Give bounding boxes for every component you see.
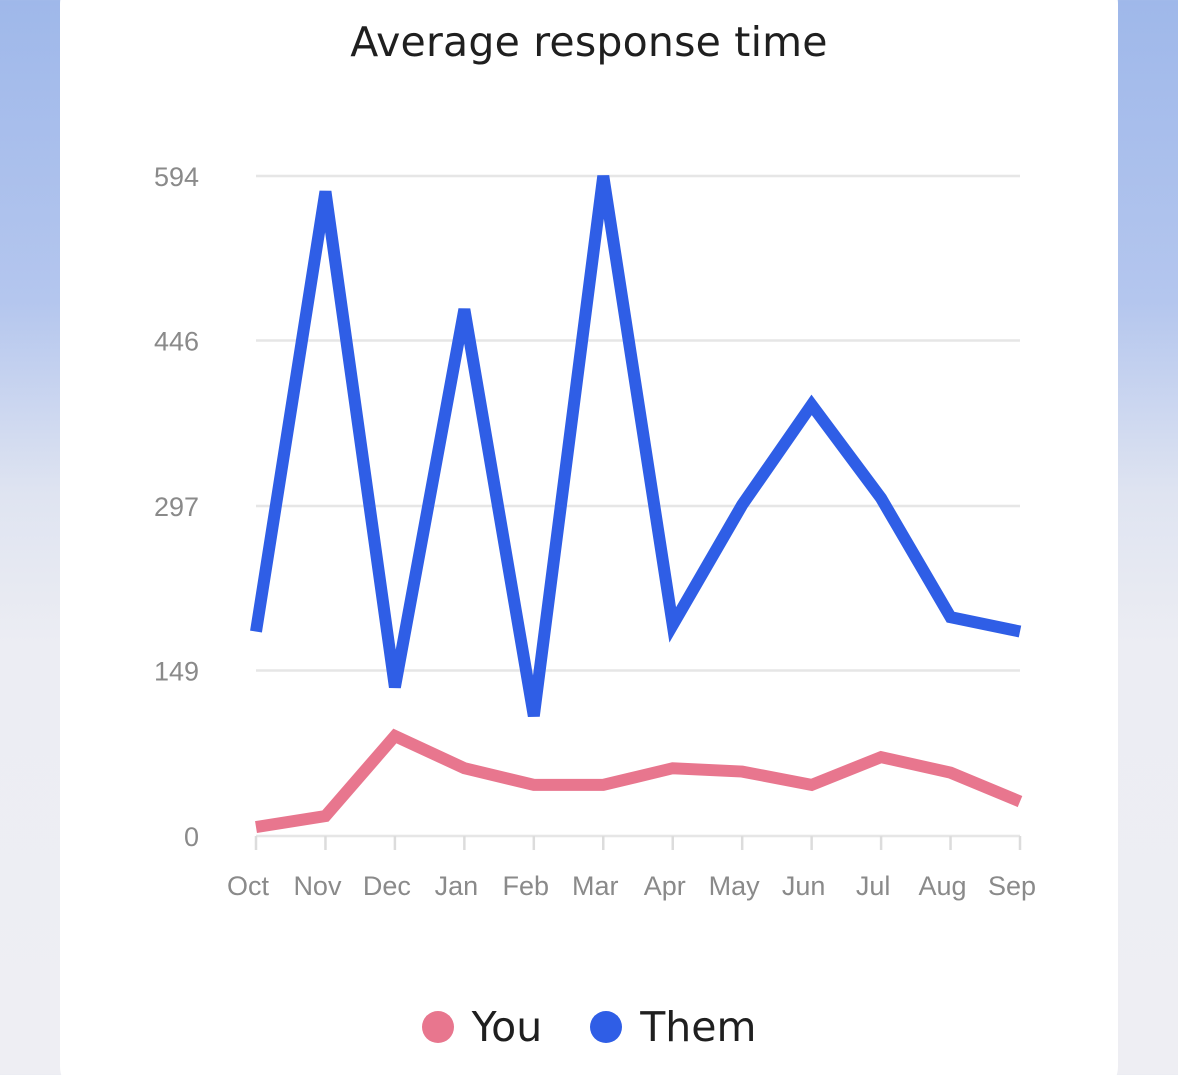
y-tick-label-594: 594	[154, 162, 199, 192]
data-point-you-jul[interactable]	[875, 751, 887, 763]
legend-marker-them	[590, 1011, 623, 1043]
chart-card	[60, 0, 1118, 1075]
data-point-you-oct[interactable]	[250, 821, 262, 833]
x-tick-label-oct: Oct	[227, 871, 270, 901]
data-point-you-apr[interactable]	[667, 762, 679, 774]
data-point-them-feb[interactable]	[528, 710, 540, 722]
data-point-you-may[interactable]	[736, 766, 748, 778]
x-tick-label-dec: Dec	[363, 871, 411, 901]
x-tick-label-jul: Jul	[856, 871, 891, 901]
x-tick-label-may: May	[709, 871, 761, 901]
chart-title: Average response time	[350, 18, 828, 66]
data-point-them-nov[interactable]	[319, 186, 331, 198]
legend-item-you[interactable]: You	[421, 1003, 543, 1051]
x-tick-label-nov: Nov	[293, 871, 342, 901]
legend-label-them: Them	[640, 1003, 757, 1051]
series-line-them	[250, 175, 1022, 718]
data-point-you-dec[interactable]	[389, 730, 401, 742]
data-point-them-apr[interactable]	[667, 619, 679, 631]
x-tick-label-aug: Aug	[919, 871, 967, 901]
data-point-you-jan[interactable]	[458, 762, 470, 774]
y-tick-label-297: 297	[154, 492, 199, 522]
data-point-them-jan[interactable]	[458, 303, 470, 315]
x-tick-label-jan: Jan	[435, 871, 479, 901]
data-point-you-feb[interactable]	[528, 779, 540, 791]
x-tick-label-sep: Sep	[988, 871, 1036, 901]
x-tick-label-feb: Feb	[503, 871, 550, 901]
data-point-you-sep[interactable]	[1014, 796, 1026, 808]
data-point-them-jun[interactable]	[806, 399, 818, 411]
x-tick-label-apr: Apr	[644, 871, 686, 901]
data-point-them-dec[interactable]	[389, 681, 401, 693]
data-point-you-mar[interactable]	[597, 779, 609, 791]
y-tick-label-446: 446	[154, 326, 199, 356]
legend-marker-you	[421, 1011, 454, 1043]
y-tick-label-0: 0	[184, 822, 199, 852]
legend-label-you: You	[471, 1003, 543, 1051]
legend-item-them[interactable]: Them	[590, 1003, 756, 1051]
data-point-you-nov[interactable]	[319, 810, 331, 822]
data-point-you-jun[interactable]	[806, 779, 818, 791]
data-point-them-aug[interactable]	[945, 611, 957, 623]
data-point-them-mar[interactable]	[597, 170, 609, 182]
x-tick-label-mar: Mar	[572, 871, 619, 901]
chart-legend: You Them	[0, 1003, 1178, 1051]
data-point-them-jul[interactable]	[875, 492, 887, 504]
x-tick-label-jun: Jun	[782, 871, 826, 901]
data-point-you-aug[interactable]	[945, 767, 957, 779]
series-line-you	[255, 728, 1023, 834]
data-point-them-sep[interactable]	[1014, 626, 1026, 638]
data-point-them-may[interactable]	[736, 499, 748, 511]
data-point-them-oct[interactable]	[250, 626, 262, 638]
y-tick-label-149: 149	[154, 656, 199, 686]
